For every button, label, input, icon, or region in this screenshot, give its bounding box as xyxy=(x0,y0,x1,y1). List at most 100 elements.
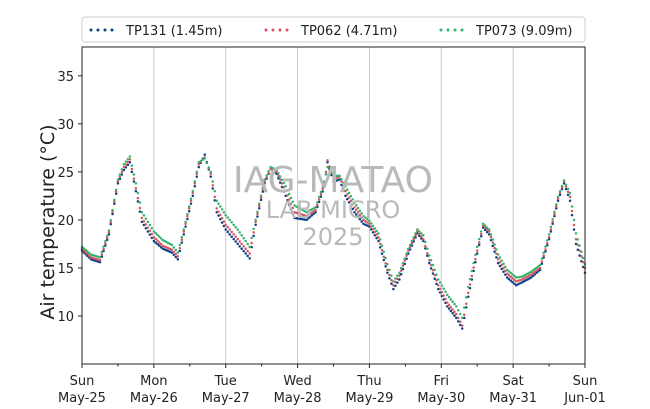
data-point xyxy=(491,244,495,248)
data-point xyxy=(203,153,207,156)
data-point xyxy=(273,169,276,173)
data-point xyxy=(351,198,354,201)
data-point xyxy=(390,278,393,282)
data-point xyxy=(407,252,410,255)
data-point xyxy=(568,191,572,195)
data-point xyxy=(553,214,556,218)
data-point xyxy=(540,260,544,264)
data-point xyxy=(330,173,333,177)
x-tick-label-date: May-31 xyxy=(489,391,537,406)
data-point xyxy=(394,284,397,288)
data-point xyxy=(451,312,454,315)
data-point xyxy=(568,199,572,202)
data-point xyxy=(265,174,268,177)
data-point xyxy=(535,266,538,269)
data-point xyxy=(132,173,136,176)
data-point xyxy=(291,206,295,210)
data-point xyxy=(470,274,474,278)
data-point xyxy=(128,155,132,158)
data-point xyxy=(228,228,231,231)
data-point xyxy=(289,196,293,200)
data-point xyxy=(566,187,570,191)
data-point xyxy=(511,273,514,276)
data-point xyxy=(98,256,102,259)
data-point xyxy=(356,215,360,219)
data-point xyxy=(138,210,142,213)
data-point xyxy=(364,216,367,219)
data-point xyxy=(295,217,298,220)
data-point xyxy=(128,158,132,161)
data-point xyxy=(570,209,574,213)
data-point xyxy=(394,280,397,284)
data-point xyxy=(403,259,407,262)
data-point xyxy=(342,189,345,192)
data-point xyxy=(219,205,222,208)
data-point xyxy=(477,237,481,241)
data-point xyxy=(547,233,551,236)
legend-item-2: TP062 (4.71m) xyxy=(264,24,397,39)
data-point xyxy=(475,252,479,255)
data-point xyxy=(275,170,278,174)
data-point xyxy=(380,252,384,255)
data-point xyxy=(242,236,245,240)
y-axis-label: Air temperature (°C) xyxy=(37,124,59,319)
data-point xyxy=(446,301,449,304)
data-point xyxy=(514,276,518,279)
legend-label: TP073 (9.09m) xyxy=(475,24,572,39)
data-point xyxy=(542,251,545,255)
data-point xyxy=(158,244,161,247)
data-point xyxy=(138,206,142,210)
data-point xyxy=(217,210,220,213)
data-point xyxy=(236,228,239,231)
data-point xyxy=(182,228,186,231)
data-point xyxy=(104,239,107,243)
data-point xyxy=(479,234,483,238)
y-tick-label: 35 xyxy=(57,70,74,85)
data-point xyxy=(580,255,583,258)
data-point xyxy=(468,277,472,281)
data-point xyxy=(564,185,568,188)
data-point xyxy=(483,224,487,227)
data-point xyxy=(332,180,335,183)
data-point xyxy=(246,249,249,253)
data-point xyxy=(109,219,112,222)
data-point xyxy=(399,273,403,276)
data-point xyxy=(384,265,387,268)
data-point xyxy=(556,199,560,202)
data-point xyxy=(187,210,191,213)
data-point xyxy=(184,225,187,228)
data-point xyxy=(172,253,176,257)
data-point xyxy=(398,274,401,277)
data-point xyxy=(134,182,138,185)
data-point xyxy=(111,210,114,214)
data-point xyxy=(442,294,445,297)
legend: TP131 (1.45m) TP062 (4.71m) TP073 (9.09m) xyxy=(81,16,586,43)
x-tick-label-day: Sat xyxy=(502,374,523,389)
data-point xyxy=(449,309,453,313)
data-point xyxy=(132,177,136,180)
data-point xyxy=(170,248,174,251)
legend-item-3: TP073 (9.09m) xyxy=(439,24,572,39)
legend-marker xyxy=(271,28,275,32)
data-point xyxy=(324,173,328,176)
data-point xyxy=(487,233,491,236)
data-point xyxy=(136,191,140,195)
data-point xyxy=(509,279,512,282)
data-point xyxy=(560,187,564,191)
data-point xyxy=(176,251,180,254)
data-point xyxy=(438,287,442,290)
data-point xyxy=(287,198,291,201)
data-point xyxy=(159,245,163,249)
data-point xyxy=(197,162,201,166)
data-point xyxy=(416,232,419,235)
data-point xyxy=(533,273,536,276)
data-point xyxy=(566,190,570,193)
data-point xyxy=(303,218,306,221)
data-point xyxy=(485,228,489,231)
data-point xyxy=(360,220,363,223)
data-point xyxy=(518,278,522,282)
data-point xyxy=(424,240,427,244)
data-point xyxy=(146,226,150,229)
data-point xyxy=(321,185,324,188)
data-point xyxy=(209,172,212,176)
